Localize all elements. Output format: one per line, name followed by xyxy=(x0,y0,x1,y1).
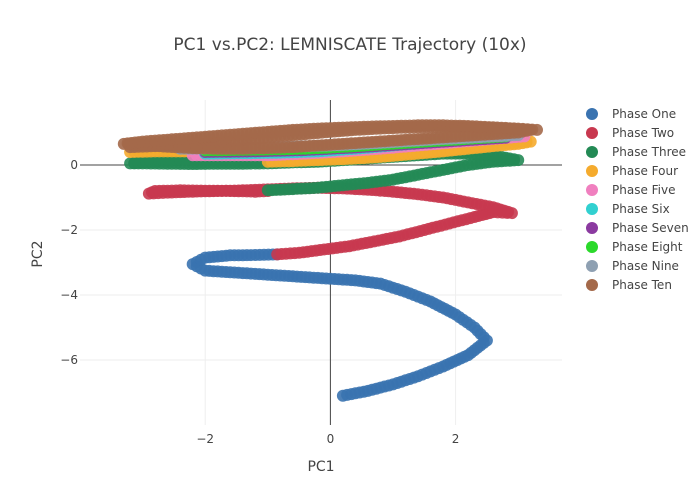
legend-item[interactable]: Phase Six xyxy=(586,202,670,216)
data-layer xyxy=(117,119,543,402)
legend-label: Phase Nine xyxy=(612,259,679,273)
x-tick-label: 0 xyxy=(327,432,335,446)
legend-label: Phase Five xyxy=(612,183,676,197)
legend-label: Phase Three xyxy=(612,145,686,159)
legend-item[interactable]: Phase Ten xyxy=(586,278,672,292)
series-phase-one xyxy=(186,248,493,402)
legend[interactable]: Phase One Phase Two Phase Three Phase Four P… xyxy=(586,107,689,292)
legend-label: Phase Two xyxy=(612,126,674,140)
legend-item[interactable]: Phase One xyxy=(586,107,676,121)
legend-item[interactable]: Phase Nine xyxy=(586,259,679,273)
legend-item[interactable]: Phase Eight xyxy=(586,240,683,254)
legend-marker xyxy=(586,279,598,291)
legend-item[interactable]: Phase Four xyxy=(586,164,678,178)
y-tick-label: −4 xyxy=(60,288,78,302)
legend-marker xyxy=(586,184,598,196)
tick-labels: −2 0 2 −6 −4 −2 0 xyxy=(60,158,459,446)
data-point xyxy=(531,123,543,136)
legend-marker xyxy=(586,165,598,177)
x-axis-title: PC1 xyxy=(307,459,334,475)
y-axis-title: PC2 xyxy=(30,240,46,267)
legend-item[interactable]: Phase Five xyxy=(586,183,676,197)
y-tick-label: −2 xyxy=(60,223,78,237)
legend-marker xyxy=(586,203,598,215)
y-tick-label: 0 xyxy=(70,158,78,172)
legend-label: Phase Four xyxy=(612,164,678,178)
legend-marker xyxy=(586,260,598,272)
legend-label: Phase Seven xyxy=(612,221,689,235)
x-tick-label: 2 xyxy=(452,432,460,446)
legend-label: Phase Six xyxy=(612,202,670,216)
legend-label: Phase Eight xyxy=(612,240,683,254)
x-tick-label: −2 xyxy=(196,432,214,446)
legend-marker xyxy=(586,222,598,234)
legend-label: Phase Ten xyxy=(612,278,672,292)
legend-item[interactable]: Phase Three xyxy=(586,145,686,159)
legend-marker xyxy=(586,146,598,158)
legend-marker xyxy=(586,241,598,253)
series-phase-ten xyxy=(117,119,543,155)
legend-marker xyxy=(586,108,598,120)
legend-item[interactable]: Phase Seven xyxy=(586,221,689,235)
y-tick-label: −6 xyxy=(60,353,78,367)
legend-item[interactable]: Phase Two xyxy=(586,126,674,140)
legend-label: Phase One xyxy=(612,107,676,121)
chart-title: PC1 vs.PC2: LEMNISCATE Trajectory (10x) xyxy=(173,35,526,55)
legend-marker xyxy=(586,127,598,139)
